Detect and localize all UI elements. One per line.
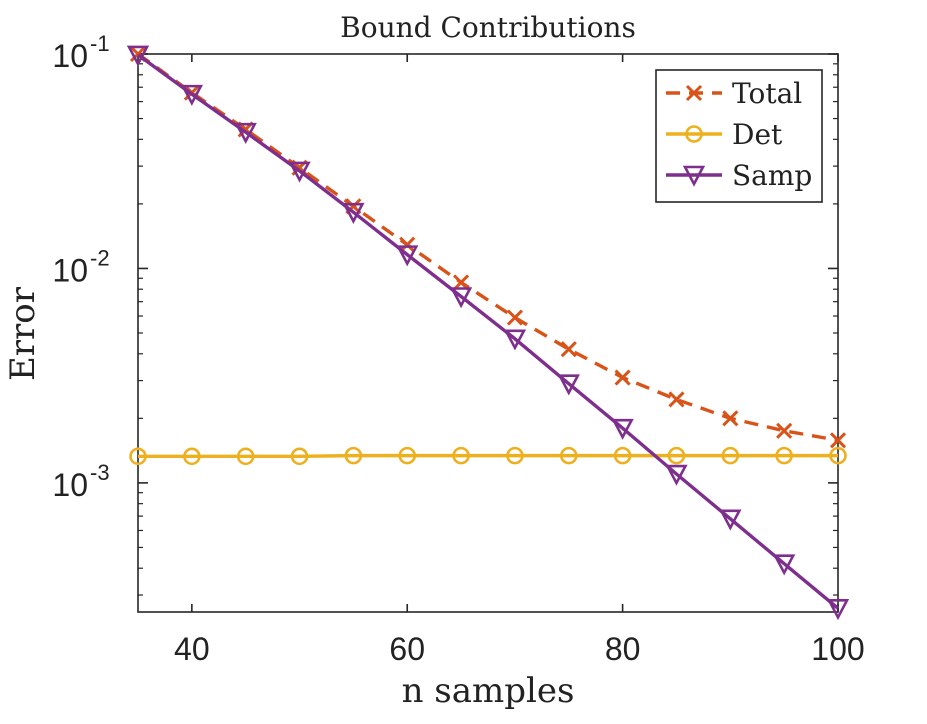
series-samp-point [234, 122, 257, 144]
series-total-point [722, 410, 739, 427]
series-samp-point [503, 329, 527, 351]
series-total-point [776, 422, 793, 439]
series-samp-point [180, 84, 204, 106]
series-total-point-stroke-b [829, 432, 847, 449]
y-tick-label: 10 [52, 38, 88, 74]
legend-item-samp: Samp [666, 159, 812, 192]
series-det-point [344, 446, 363, 465]
series-det-point [290, 447, 309, 466]
series-total-point-stroke-b [776, 422, 793, 439]
y-axis-label: Error [3, 286, 43, 381]
series-det-point [721, 446, 740, 465]
series-det-point [667, 446, 686, 465]
legend-marker-total-stroke-b [685, 84, 703, 102]
legend-box [655, 69, 823, 203]
y-tick-label: 10 [52, 467, 88, 503]
series-det-point [398, 446, 417, 465]
legend-label-total: Total [732, 77, 802, 110]
series-det-point [559, 446, 578, 465]
series-samp-point [826, 599, 850, 621]
series-total-point-stroke-b [506, 309, 523, 326]
series-det-line [138, 453, 838, 459]
series-samp-point [665, 464, 688, 486]
series-total-point-stroke-b [668, 391, 685, 408]
series-samp-point [772, 554, 796, 576]
series-samp-point [557, 374, 580, 396]
series-total-point [506, 309, 523, 326]
y-tick-label-exponent: -3 [90, 460, 110, 485]
x-tick-label: 40 [174, 631, 210, 667]
y-tick-label-exponent: -1 [90, 31, 110, 56]
series-samp-point [342, 202, 365, 224]
series-det-point [506, 446, 524, 465]
series-total-point [614, 369, 631, 386]
series-samp-point [719, 509, 742, 531]
series-det-point [829, 446, 847, 465]
series-total-point-stroke-b [560, 341, 577, 358]
legend-label-det: Det [732, 118, 783, 151]
series-det-point [129, 447, 147, 466]
series-samp-point [396, 245, 419, 267]
legend-marker-samp [682, 165, 706, 187]
chart-title: Bound Contributions [340, 11, 636, 44]
x-axis-label: n samples [402, 671, 575, 711]
y-tick-label: 10 [52, 252, 88, 288]
series-samp-point [449, 287, 473, 309]
series-total-point-stroke-b [129, 45, 147, 63]
series-samp [126, 45, 850, 621]
series-total-point-stroke-b [614, 369, 631, 386]
series-det [129, 446, 847, 466]
series-det-point [183, 447, 201, 466]
legend-marker-det [685, 125, 703, 143]
series-total-point [453, 274, 470, 291]
legend-label-samp: Samp [732, 159, 812, 192]
series-total-point [829, 432, 847, 449]
series-samp-point [126, 45, 150, 67]
legend: Total Det Samp [655, 69, 823, 203]
series-det-point [236, 447, 255, 466]
x-tick-label: 60 [389, 631, 425, 667]
series-total-point-stroke-b [453, 274, 470, 291]
legend-marker-total [685, 84, 703, 102]
series-total-point [560, 341, 577, 358]
x-tick-label: 80 [605, 631, 641, 667]
x-tick-label: 100 [811, 631, 864, 667]
series-total-line [137, 52, 839, 442]
series-total-point [668, 391, 685, 408]
series-det-point [613, 446, 632, 465]
series-det-point [452, 446, 470, 465]
legend-item-det: Det [666, 118, 783, 151]
series-samp-point [288, 161, 311, 183]
series-total-point-stroke-b [722, 410, 739, 427]
y-tick-label-exponent: -2 [90, 245, 110, 270]
legend-item-total: Total [666, 77, 802, 110]
series-samp-point [611, 418, 634, 440]
series-det-point [775, 446, 793, 465]
